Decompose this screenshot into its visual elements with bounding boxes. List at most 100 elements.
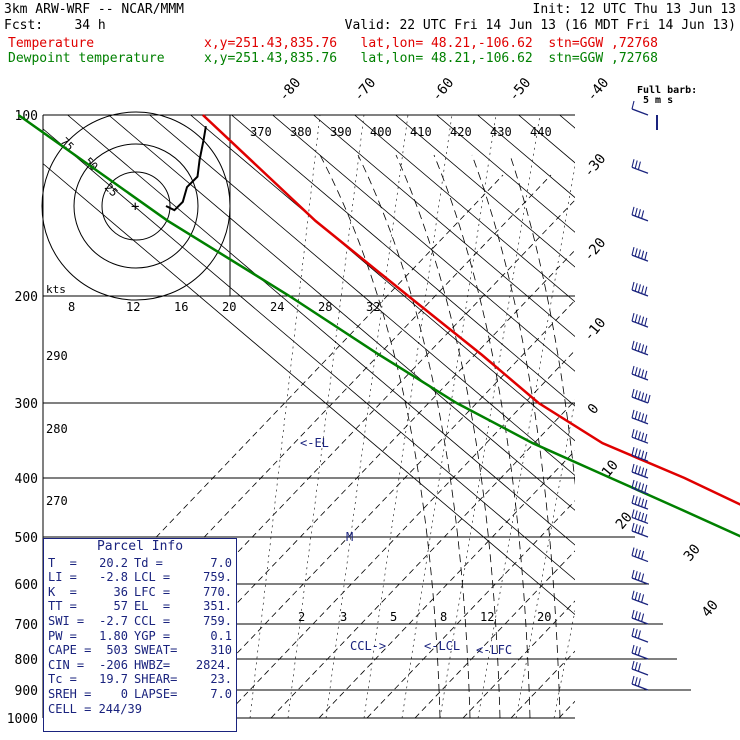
wind-barb-header: Full barb: (637, 85, 697, 96)
wind-barb-5-flag-0 (631, 312, 635, 322)
wind-barb-7-flag-1 (634, 367, 638, 376)
wind-barb-10 (631, 436, 649, 444)
wind-barb-21-flag-1 (634, 629, 638, 638)
parcel-info-cell: 36 (113, 584, 128, 599)
mixing-label-upper-4: 24 (270, 300, 284, 314)
hodograph-trace (165, 126, 207, 212)
parcel-info-rows: T = 20.2 Td = 7.0 LI = -2.8 LCL = 759. K = 36 LFC … (48, 556, 232, 702)
wind-barb-24 (631, 683, 649, 691)
mixing-label-upper-6: 32 (366, 300, 380, 314)
temperature-profile (202, 114, 740, 506)
parcel-info-cell: 770. (203, 584, 232, 599)
wind-barb-10-flag-0 (631, 429, 635, 438)
parcel-info-row: SREH = 0 LAPSE= 7.0 (48, 687, 232, 702)
wind-barb-14 (631, 502, 649, 510)
pressure-label-200: 200 (15, 290, 38, 305)
parcel-info-row: LI = -2.8 LCL = 759. (48, 570, 232, 585)
wind-barb-20-flag-1 (634, 611, 638, 620)
pressure-label-600: 600 (15, 578, 38, 593)
wind-barb-2 (631, 214, 649, 222)
wind-barb-9-flag-0 (631, 409, 635, 419)
hodograph-ring-1 (73, 143, 199, 269)
wind-barb-17-flag-0 (631, 547, 635, 556)
parcel-info-cell: CIN = (48, 657, 85, 672)
wind-barb-5 (631, 320, 649, 328)
wind-barb-11-flag-3 (641, 450, 645, 459)
wind-barb-19-flag-1 (634, 591, 638, 601)
wind-barb-12-flag-4 (644, 468, 648, 477)
wind-barb-17 (631, 554, 649, 563)
parcel-info-cell: SWEAT= (134, 643, 178, 658)
mixing-ratio-line-7 (515, 398, 575, 718)
wind-barb-8-flag-2 (637, 391, 641, 400)
parcel-info-cell: Tc = (48, 672, 77, 687)
wind-barb-14-flag-0 (631, 495, 635, 504)
parcel-info-cell: T = (48, 555, 77, 570)
forecast-hour: Fcst: 34 h (4, 18, 106, 33)
isotherm-label-top-4: -40 (584, 75, 613, 105)
isotherm--20 (313, 115, 575, 338)
parcel-info-cell: 351. (203, 599, 232, 614)
theta-e-label-5: 420 (450, 125, 472, 139)
wind-barb-12-flag-0 (631, 463, 635, 473)
moist-adiabat-2 (395, 154, 501, 718)
parcel-info-row: PW = 1.80 YGP = 0.1 (48, 629, 232, 644)
mixing-ratio-line-5 (439, 115, 541, 718)
parcel-info-row: CAPE = 503 SWEAT= 310 (48, 643, 232, 658)
wind-barb-6-flag-4 (644, 345, 648, 354)
wind-barb-21-flag-0 (631, 627, 635, 637)
wind-barb-18-flag-3 (641, 573, 645, 582)
parcel-info-cell: -2.7 (99, 613, 128, 628)
mixing-label-upper-3: 20 (222, 300, 236, 314)
wind-barb-13-flag-3 (641, 483, 645, 492)
wind-barb-7-flag-3 (641, 369, 645, 378)
parcel-info-row: TT = 57 EL = 351. (48, 599, 232, 614)
wind-barb-2-flag-1 (634, 207, 638, 217)
theta-e-label-1: 380 (290, 125, 312, 139)
wind-barb-10-flag-3 (641, 432, 645, 441)
wind-barb-5-flag-4 (644, 317, 648, 327)
wind-barb-19 (631, 598, 649, 606)
wind-barb-19-flag-0 (631, 590, 635, 599)
wind-barb-12-flag-2 (637, 466, 641, 475)
dry-adiabat-8 (366, 500, 575, 718)
wind-barb-22-flag-0 (631, 644, 635, 654)
wind-barb-18-flag-0 (631, 569, 635, 579)
wind-barb-11-flag-2 (637, 449, 641, 458)
wind-barb-10-flag-1 (634, 430, 638, 439)
dry-adiabat-7 (318, 450, 575, 718)
isotherm--50 (190, 115, 575, 442)
mixing-ratio-line-6 (477, 164, 575, 718)
wind-barb-11-flag-0 (631, 447, 635, 456)
parcel-info-cell: 310 (210, 643, 232, 658)
parcel-info-cell: LCL = (134, 570, 171, 585)
wind-barb-14-flag-3 (641, 498, 645, 507)
moist-adiabat-5 (509, 154, 575, 487)
isotherm-10 (436, 115, 575, 233)
theta-label-290: 290 (46, 349, 68, 363)
hodograph-ring-label-25: 25 (102, 181, 121, 200)
parcel-info-cell: LFC = (134, 584, 171, 599)
wind-barb-18 (631, 577, 649, 585)
isotherm--70 (108, 115, 575, 511)
isotherm--90 (43, 128, 575, 581)
parcel-info-row: SWI = -2.7 CCL = 759. (48, 614, 232, 629)
wind-barb-10-flag-4 (644, 433, 648, 443)
moist-adiabat-0 (319, 154, 441, 718)
wind-barb-12-flag-1 (634, 465, 638, 474)
dry-adiabat-10 (462, 600, 575, 718)
wind-barb-20 (631, 617, 649, 625)
moist-adiabat-1 (357, 154, 471, 718)
wind-barb-18-flag-2 (637, 572, 641, 581)
hodograph-ring-0 (101, 171, 171, 241)
legend-dewpoint: Dewpoint temperature (8, 51, 165, 66)
parcel-info-cell: 759. (203, 613, 232, 628)
wind-barb-23 (631, 668, 649, 676)
parcel-info-cell: 20.2 (99, 555, 128, 570)
dry-adiabat-5 (222, 349, 575, 718)
theta-e-label-4: 410 (410, 125, 432, 139)
wind-barb-14-flag-4 (644, 499, 648, 509)
parcel-info-cell: 1.80 (99, 628, 128, 643)
parcel-info-cell: 23. (210, 672, 232, 687)
wind-barb-16-flag-1 (634, 524, 638, 533)
